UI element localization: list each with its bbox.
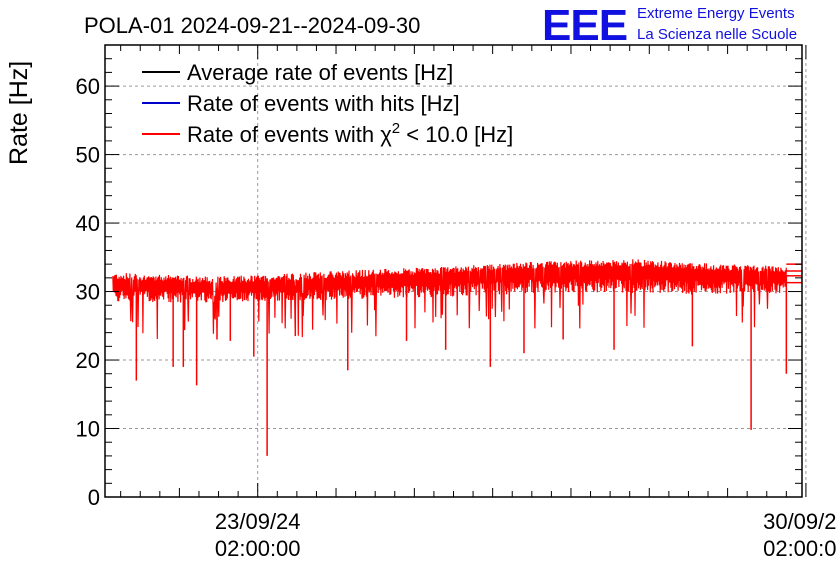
- plot-frame: [104, 44, 803, 498]
- eee-logo-line2: La Scienza nelle Scuole: [637, 26, 797, 43]
- y-tick-label-50: 50: [76, 143, 100, 168]
- y-ticks: 0 10 20 30 40 50 60: [76, 74, 100, 510]
- chart-title: POLA-01 2024-09-21--2024-09-30: [84, 13, 420, 38]
- eee-logo-line1: Extreme Energy Events: [637, 5, 795, 22]
- x-tick-time-1: 02:00:00: [763, 536, 836, 561]
- y-tick-label-0: 0: [88, 485, 100, 510]
- legend-label-average: Average rate of events [Hz]: [187, 60, 453, 85]
- plot-area: [112, 259, 802, 456]
- series-line-chi2: [112, 259, 787, 340]
- x-tick-date-1: 30/09/24: [763, 509, 836, 534]
- y-tick-label-20: 20: [76, 348, 100, 373]
- y-tick-label-40: 40: [76, 211, 100, 236]
- y-tick-label-10: 10: [76, 417, 100, 442]
- y-tick-label-60: 60: [76, 74, 100, 99]
- y-axis-label: Rate [Hz]: [5, 61, 33, 165]
- legend-label-hits: Rate of events with hits [Hz]: [187, 91, 460, 116]
- x-tick-time-0: 02:00:00: [215, 536, 301, 561]
- y-tick-label-30: 30: [76, 280, 100, 305]
- legend-label-chi2: Rate of events with χ2 < 10.0 [Hz]: [187, 120, 513, 147]
- x-tick-date-0: 23/09/24: [215, 509, 301, 534]
- legend: Average rate of events [Hz] Rate of even…: [142, 60, 513, 147]
- axes-frame: [104, 44, 807, 498]
- eee-logo-mark: EEE: [542, 1, 627, 50]
